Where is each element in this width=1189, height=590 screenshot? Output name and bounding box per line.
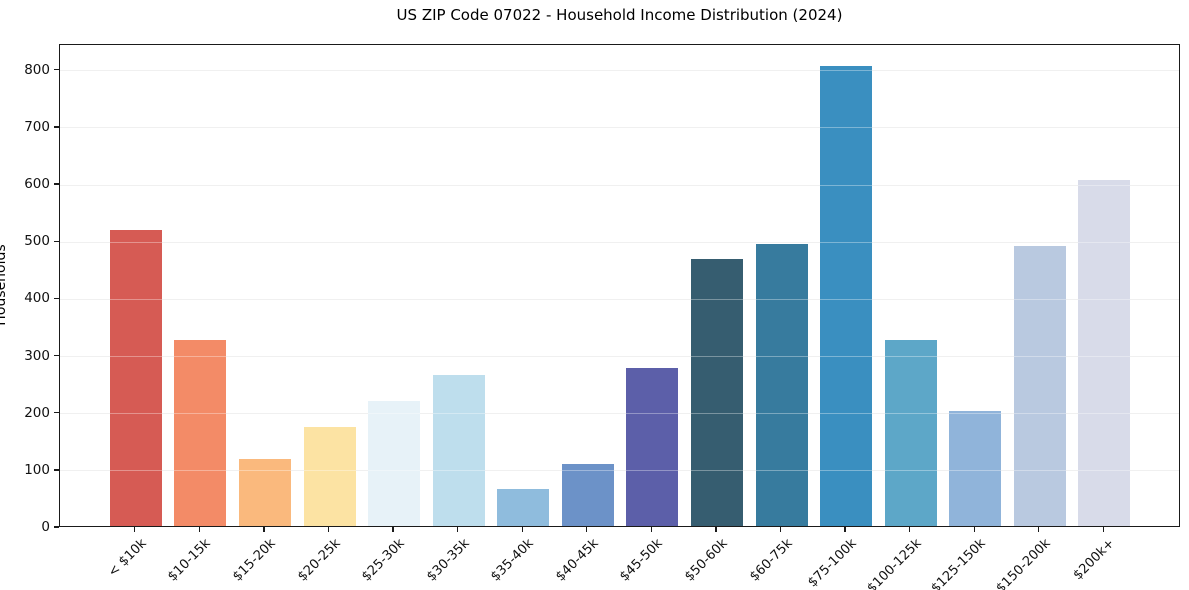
bar-$200k+ — [1078, 179, 1131, 526]
bar-$25-30k — [368, 400, 421, 526]
y-tick-mark-600 — [54, 183, 59, 185]
x-tick-label-$150-200k: $150-200k — [993, 536, 1054, 590]
bar-$75-100k — [820, 65, 873, 526]
gridline-overlay-600 — [60, 184, 1179, 186]
gridline-300 — [60, 356, 1179, 358]
y-tick-mark-500 — [54, 240, 59, 242]
gridline-400 — [60, 298, 1179, 300]
gridline-overlay-400 — [60, 298, 1179, 300]
y-tick-label-600: 600 — [24, 176, 50, 193]
x-tick-mark-$10-15k — [198, 527, 201, 532]
x-tick-mark-$150-200k — [1038, 527, 1040, 532]
x-tick-label-$25-30k: $25-30k — [359, 536, 408, 585]
y-tick-label-100: 100 — [24, 461, 50, 478]
bar-$15-20k — [238, 459, 291, 526]
x-tick-mark-$45-50k — [650, 527, 653, 532]
x-tick-mark-$75-100k — [844, 527, 846, 532]
bar-$45-50k — [626, 367, 679, 526]
bar-$100-125k — [884, 340, 937, 526]
gridline-500 — [60, 241, 1179, 243]
y-tick-label-400: 400 — [24, 290, 50, 307]
x-tick-label-$125-150k: $125-150k — [928, 536, 989, 590]
bar-$150-200k — [1013, 245, 1066, 526]
x-tick-label-$50-60k: $50-60k — [682, 536, 731, 585]
x-tick-label-$75-100k: $75-100k — [805, 536, 860, 590]
gridline-overlay-500 — [60, 241, 1179, 243]
gridline-overlay-300 — [60, 356, 1179, 358]
bars-layer — [60, 45, 1179, 526]
bar-$35-40k — [497, 489, 550, 526]
y-tick-label-200: 200 — [24, 404, 50, 421]
y-tick-mark-800 — [54, 69, 59, 71]
x-tick-label-$10-15k: $10-15k — [165, 536, 214, 585]
gridline-800 — [60, 70, 1179, 72]
x-tick-mark-$200k+ — [1102, 527, 1105, 532]
bar-$20-25k — [303, 427, 356, 526]
gridline-overlay-800 — [60, 70, 1179, 72]
y-tick-mark-400 — [54, 297, 59, 300]
x-tick-label-$200k+: $200k+ — [1070, 536, 1118, 584]
gridline-600 — [60, 184, 1179, 186]
y-tick-label-500: 500 — [24, 233, 50, 250]
y-tick-label-800: 800 — [24, 61, 50, 78]
gridlines-over-layer — [60, 45, 1179, 526]
bar-< $10k — [109, 230, 162, 526]
x-tick-mark-< $10k — [134, 527, 136, 532]
x-tick-label-$35-40k: $35-40k — [488, 536, 537, 585]
y-tick-label-300: 300 — [24, 347, 50, 364]
x-tick-mark-$40-45k — [586, 527, 588, 532]
gridline-100 — [60, 470, 1179, 472]
x-tick-label-$30-35k: $30-35k — [423, 536, 473, 585]
bar-$125-150k — [949, 410, 1002, 526]
y-axis-label: Households — [0, 244, 9, 326]
y-tick-mark-300 — [54, 354, 59, 357]
x-tick-label-$40-45k: $40-45k — [552, 536, 602, 585]
x-tick-label-$100-125k: $100-125k — [864, 536, 925, 590]
x-tick-mark-$30-35k — [456, 527, 459, 532]
gridlines-under-layer — [60, 45, 1179, 526]
x-tick-label-$60-75k: $60-75k — [746, 536, 796, 585]
gridline-overlay-200 — [60, 413, 1179, 415]
x-tick-mark-$60-75k — [779, 527, 782, 532]
x-tick-label-< $10k: < $10k — [105, 536, 150, 581]
bar-$50-60k — [690, 258, 743, 526]
x-tick-label-$45-50k: $45-50k — [617, 536, 666, 585]
bar-$60-75k — [755, 243, 808, 526]
x-tick-mark-$100-125k — [908, 527, 911, 532]
x-tick-mark-$15-20k — [263, 527, 265, 532]
y-tick-label-700: 700 — [24, 118, 50, 135]
x-tick-label-$15-20k: $15-20k — [230, 536, 279, 585]
gridline-200 — [60, 413, 1179, 415]
chart-title: US ZIP Code 07022 - Household Income Dis… — [396, 6, 843, 24]
y-tick-mark-200 — [54, 411, 59, 414]
y-tick-label-0: 0 — [41, 519, 50, 535]
x-tick-mark-$20-25k — [327, 527, 330, 532]
x-tick-mark-$35-40k — [521, 527, 523, 532]
bar-$10-15k — [174, 339, 227, 526]
x-tick-label-$20-25k: $20-25k — [294, 536, 344, 585]
x-tick-mark-$125-150k — [973, 527, 975, 532]
bar-$30-35k — [432, 374, 485, 526]
y-tick-mark-100 — [54, 469, 59, 471]
x-tick-mark-$50-60k — [715, 527, 717, 532]
bar-$40-45k — [561, 464, 614, 526]
gridline-700 — [60, 127, 1179, 129]
y-tick-mark-0 — [54, 526, 59, 528]
x-tick-mark-$25-30k — [392, 527, 394, 532]
y-tick-mark-700 — [54, 126, 59, 128]
plot-area — [59, 44, 1180, 527]
gridline-overlay-700 — [60, 127, 1179, 129]
gridline-overlay-100 — [60, 470, 1179, 472]
